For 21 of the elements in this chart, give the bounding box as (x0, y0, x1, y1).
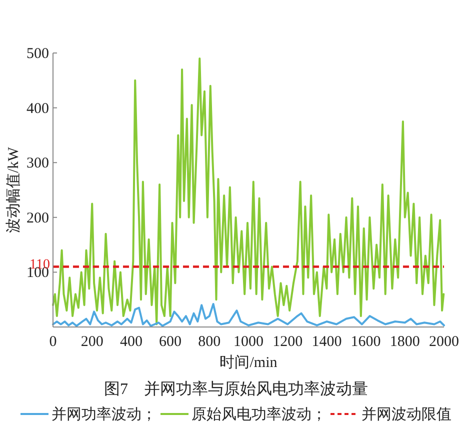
x-tick-label: 1200 (272, 334, 303, 350)
y-tick-label: 300 (26, 156, 49, 172)
legend-label: 并网功率波动； (52, 406, 156, 423)
x-tick-label: 800 (198, 334, 221, 350)
x-tick-label: 2000 (429, 334, 459, 350)
x-tick-label: 0 (49, 334, 57, 350)
x-tick-label: 400 (120, 334, 142, 350)
y-axis-title: 波动幅值/kW (5, 146, 22, 233)
x-axis-title: 时间/min (220, 354, 278, 371)
x-tick-label: 1800 (390, 334, 420, 350)
x-tick-label: 600 (159, 334, 182, 350)
legend-label: 原始风电功率波动； (192, 406, 326, 423)
legend-label: 并网波动限值 (362, 406, 452, 423)
y-tick-label: 500 (26, 46, 49, 62)
x-tick-label: 1600 (350, 334, 381, 350)
x-tick-label: 200 (80, 334, 104, 350)
y-tick-label: 200 (26, 210, 49, 226)
y-tick-label: 400 (26, 100, 49, 117)
x-tick-label: 1000 (234, 334, 264, 350)
text: 图7 并网功率与原始风电功率波动量 (104, 380, 368, 398)
x-tick-label: 1400 (312, 334, 342, 350)
